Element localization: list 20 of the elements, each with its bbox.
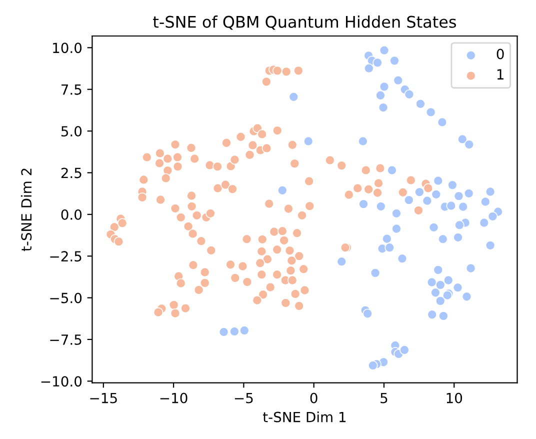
x-tick-label: −5 <box>234 392 253 404</box>
y-tick-label: −7.5 <box>50 334 82 345</box>
y-tick-label: 10.0 <box>53 42 82 54</box>
y-tick-label: 5.0 <box>61 126 82 137</box>
y-tick-label: −10.0 <box>41 376 82 387</box>
x-tick-label: 0 <box>310 392 318 404</box>
x-tick-label: 5 <box>380 392 388 404</box>
y-tick-label: 7.5 <box>62 84 82 95</box>
y-axis-title: t-SNE Dim 2 <box>20 168 32 252</box>
x-axis-title: t-SNE Dim 1 <box>262 412 346 422</box>
y-tick-label: 0.0 <box>61 209 82 220</box>
y-tick-label: −5.0 <box>50 292 82 304</box>
legend-label: 0 <box>496 48 504 60</box>
legend-label: 1 <box>497 69 504 80</box>
chart-title: t-SNE of QBM Quantum Hidden States <box>153 16 456 30</box>
x-tick-label: 10 <box>446 392 462 404</box>
x-tick-label: −15 <box>90 392 117 404</box>
x-tick-label: −10 <box>160 392 188 404</box>
y-tick-label: 2.5 <box>61 168 82 178</box>
y-tick-label: −2.5 <box>50 251 82 262</box>
